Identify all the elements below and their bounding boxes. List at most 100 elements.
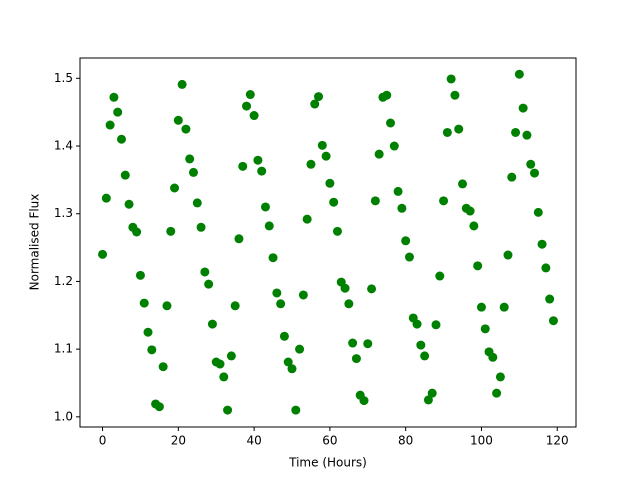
data-point xyxy=(135,270,145,280)
data-point xyxy=(226,351,236,361)
data-point xyxy=(295,344,305,354)
data-point xyxy=(435,271,445,281)
data-point xyxy=(404,252,414,262)
data-point xyxy=(533,207,543,217)
data-point xyxy=(207,319,217,329)
data-point xyxy=(204,279,214,289)
data-point xyxy=(439,196,449,206)
data-point xyxy=(306,159,316,169)
data-point xyxy=(458,179,468,189)
data-point xyxy=(298,290,308,300)
data-point xyxy=(469,221,479,231)
data-point xyxy=(370,196,380,206)
x-tick-label: 60 xyxy=(322,434,337,448)
data-point xyxy=(219,372,229,382)
data-point xyxy=(279,331,289,341)
data-point xyxy=(465,206,475,216)
data-point xyxy=(351,354,361,364)
data-point xyxy=(260,202,270,212)
data-point xyxy=(109,92,119,102)
data-point xyxy=(317,140,327,150)
data-point xyxy=(393,186,403,196)
data-point xyxy=(215,359,225,369)
data-point xyxy=(412,319,422,329)
data-point xyxy=(242,101,252,111)
data-point xyxy=(389,141,399,151)
data-point xyxy=(314,92,324,102)
data-point xyxy=(420,351,430,361)
data-point xyxy=(162,301,172,311)
y-tick-label: 1.5 xyxy=(54,71,73,85)
data-point xyxy=(401,236,411,246)
data-point xyxy=(450,90,460,100)
data-point xyxy=(522,130,532,140)
x-tick-label: 0 xyxy=(99,434,107,448)
data-point xyxy=(427,388,437,398)
data-point xyxy=(196,222,206,232)
data-point xyxy=(276,299,286,309)
data-point xyxy=(386,118,396,128)
data-point xyxy=(473,261,483,271)
y-tick-label: 1.1 xyxy=(54,342,73,356)
data-point xyxy=(545,294,555,304)
data-point xyxy=(416,340,426,350)
data-point xyxy=(530,168,540,178)
data-point xyxy=(116,134,126,144)
data-point xyxy=(245,90,255,100)
data-point xyxy=(442,127,452,137)
data-point xyxy=(518,103,528,113)
data-point xyxy=(132,227,142,237)
data-point xyxy=(139,298,149,308)
data-point xyxy=(499,302,509,312)
x-tick-label: 40 xyxy=(246,434,261,448)
data-point xyxy=(272,288,282,298)
data-point xyxy=(511,127,521,137)
data-point xyxy=(101,193,111,203)
y-tick-label: 1.0 xyxy=(54,409,73,423)
data-point xyxy=(480,324,490,334)
x-tick-label: 80 xyxy=(398,434,413,448)
data-point xyxy=(181,124,191,134)
data-point xyxy=(454,124,464,134)
data-point xyxy=(503,250,513,260)
data-point xyxy=(173,115,183,125)
data-point xyxy=(431,320,441,330)
data-point xyxy=(495,372,505,382)
data-point xyxy=(310,99,320,109)
x-tick-label: 120 xyxy=(546,434,569,448)
data-point xyxy=(192,198,202,208)
data-point xyxy=(537,239,547,249)
data-point xyxy=(344,299,354,309)
data-point xyxy=(291,405,301,415)
data-point xyxy=(170,183,180,193)
data-point xyxy=(348,338,358,348)
data-point xyxy=(200,267,210,277)
data-point xyxy=(340,283,350,293)
data-point xyxy=(124,199,134,209)
data-point xyxy=(287,364,297,374)
data-point xyxy=(268,253,278,263)
data-point xyxy=(332,226,342,236)
data-point xyxy=(113,107,123,117)
data-point xyxy=(158,362,168,372)
data-point xyxy=(446,74,456,84)
data-point xyxy=(476,302,486,312)
data-point xyxy=(514,69,524,79)
data-point xyxy=(382,90,392,100)
x-axis-label: Time (Hours) xyxy=(288,456,367,470)
data-point xyxy=(143,327,153,337)
x-tick-label: 20 xyxy=(171,434,186,448)
data-point xyxy=(185,154,195,164)
data-point xyxy=(548,316,558,326)
data-point xyxy=(238,161,248,171)
y-tick-label: 1.3 xyxy=(54,206,73,220)
data-point xyxy=(105,120,115,130)
data-point xyxy=(526,159,536,169)
data-point xyxy=(367,284,377,294)
data-point xyxy=(230,301,240,311)
data-point xyxy=(283,357,293,367)
y-tick-label: 1.4 xyxy=(54,139,73,153)
data-point xyxy=(363,339,373,349)
data-point xyxy=(147,345,157,355)
data-point xyxy=(397,203,407,213)
